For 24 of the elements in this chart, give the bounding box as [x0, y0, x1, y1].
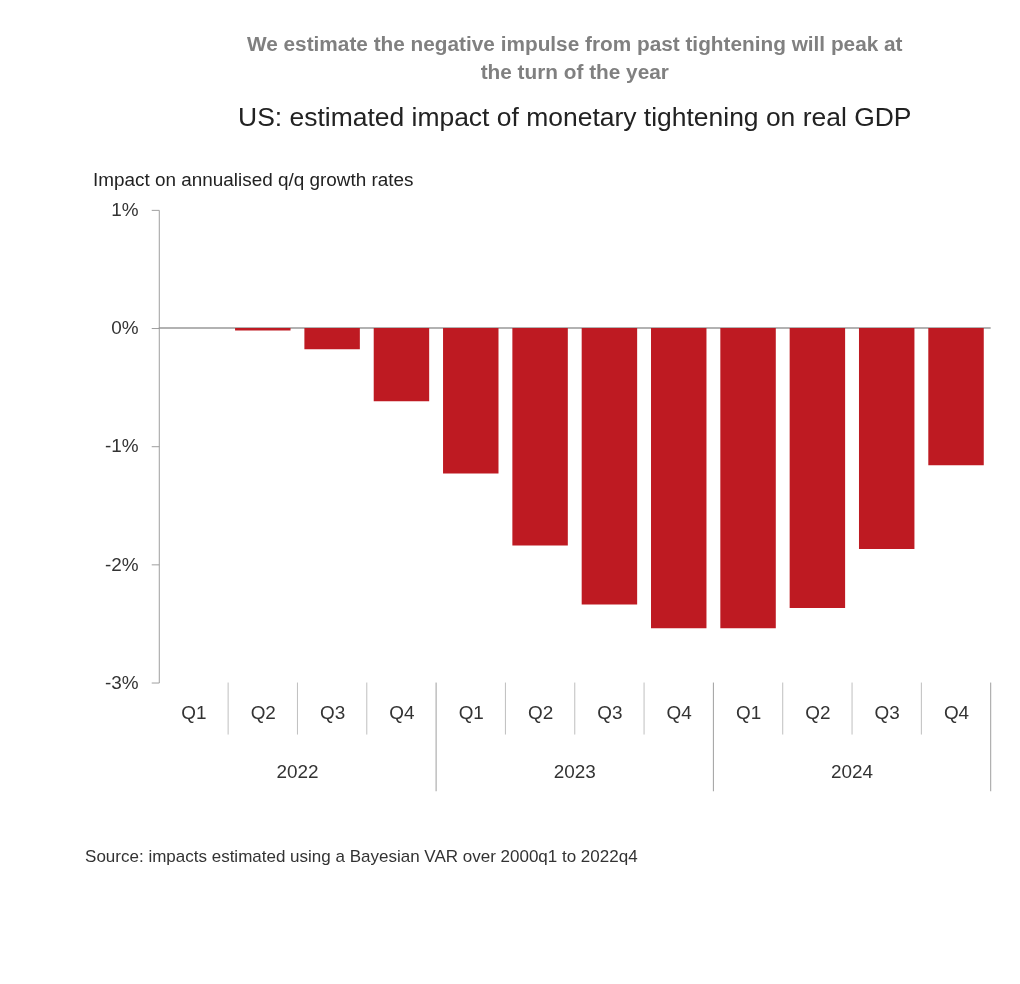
y-tick-label: 0%: [111, 317, 139, 339]
source-note: Source: impacts estimated using a Bayesian VAR over 2000q1 to 2022q4: [85, 847, 638, 867]
x-tick-label: Q3: [597, 701, 623, 723]
x-tick-label: Q2: [250, 701, 276, 723]
x-tick-label: Q3: [319, 701, 346, 723]
x-tick-label: Q1: [458, 701, 484, 723]
text: 2024: [831, 761, 874, 783]
x-tick-label: Q2: [527, 701, 554, 723]
y-tick-label: -1%: [104, 435, 139, 457]
x-tick-label: Q4: [943, 701, 970, 723]
x-tick-label: Q1: [181, 701, 207, 723]
y-axis-title: Impact on annualised q/q growth rates: [93, 168, 414, 190]
text: 2023: [553, 761, 596, 783]
x-tick-label: Q2: [805, 701, 831, 723]
text: 2022: [276, 761, 319, 783]
x-tick-label: Q3: [874, 701, 900, 723]
chart-subtitle: US: estimated impact of monetary tightening on real GDP: [238, 101, 912, 132]
x-tick-label: Q4: [666, 701, 692, 723]
chart-title: We estimate the negative impulse from past tightening will peak at the turn of the year: [246, 32, 903, 84]
y-tick-label: -3%: [104, 671, 139, 693]
x-tick-label: Q4: [389, 701, 415, 723]
y-tick-label: -2%: [104, 553, 139, 575]
x-tick-label: Q1: [735, 701, 762, 723]
y-tick-label: 1%: [111, 199, 139, 221]
